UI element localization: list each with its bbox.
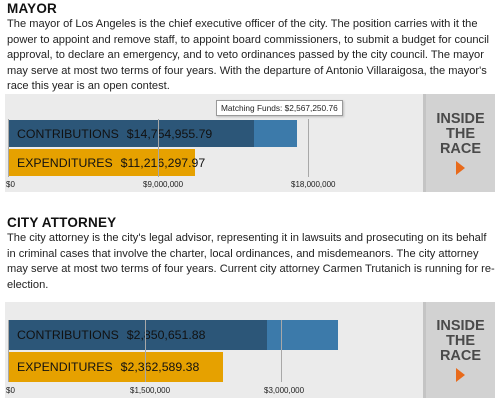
mayor-inside-the-race-button[interactable]: INSIDE THE RACE	[423, 94, 495, 192]
mayor-tick-label-0: $0	[6, 180, 15, 189]
mayor-expenditures-bar[interactable]: EXPENDITURES $11,216,297.97	[8, 149, 205, 176]
city-attorney-tick-label-2: $3,000,000	[264, 386, 305, 395]
city-attorney-button-line-2: THE	[446, 332, 475, 349]
city-attorney-contributions-bar[interactable]: CONTRIBUTIONS $2,850,651.88	[8, 320, 267, 350]
mayor-button-line-2: THE	[446, 125, 475, 142]
mayor-tick-label-2: $18,000,000	[291, 180, 336, 189]
mayor-contributions-bar[interactable]: CONTRIBUTIONS $14,754,955.79	[8, 120, 254, 147]
mayor-chart: CONTRIBUTIONS $14,754,955.79 EXPENDITURE…	[5, 94, 423, 192]
mayor-button-line-3: RACE	[439, 140, 482, 157]
play-arrow-icon	[456, 160, 465, 175]
city-attorney-tick-1	[145, 320, 146, 382]
city-attorney-expenditures-label: EXPENDITURES	[17, 360, 113, 374]
mayor-chart-panel: CONTRIBUTIONS $14,754,955.79 EXPENDITURE…	[5, 94, 495, 192]
city-attorney-chart: CONTRIBUTIONS $2,850,651.88 EXPENDITURES…	[5, 302, 423, 398]
mayor-contributions-amount: $14,754,955.79	[126, 126, 213, 141]
city-attorney-button-line-1: INSIDE	[436, 317, 485, 334]
mayor-title: MAYOR	[7, 1, 58, 16]
city-attorney-tick-0	[8, 320, 9, 382]
mayor-tick-label-1: $9,000,000	[143, 180, 184, 189]
mayor-contributions-label: CONTRIBUTIONS	[17, 126, 119, 141]
mayor-expenditures-label: EXPENDITURES	[17, 155, 113, 170]
mayor-tick-0	[8, 119, 9, 177]
city-attorney-expenditures-amount: $2,362,589.38	[120, 360, 200, 374]
city-attorney-chart-panel: CONTRIBUTIONS $2,850,651.88 EXPENDITURES…	[5, 302, 495, 398]
mayor-section: MAYOR The mayor of Los Angeles is the ch…	[0, 0, 500, 200]
mayor-tick-2	[308, 119, 309, 177]
city-attorney-expenditures-bar[interactable]: EXPENDITURES $2,362,589.38	[8, 352, 223, 382]
mayor-expenditures-amount: $11,216,297.97	[120, 155, 206, 170]
mayor-description: The mayor of Los Angeles is the chief ex…	[7, 18, 490, 92]
city-attorney-tick-label-1: $1,500,000	[130, 386, 171, 395]
city-attorney-inside-the-race-button[interactable]: INSIDE THE RACE	[423, 302, 495, 398]
play-arrow-icon	[456, 367, 465, 382]
city-attorney-button-line-3: RACE	[439, 347, 482, 364]
mayor-button-line-1: INSIDE	[436, 110, 485, 127]
city-attorney-contributions-amount: $2,850,651.88	[126, 328, 206, 342]
city-attorney-tick-label-0: $0	[6, 386, 15, 395]
city-attorney-section: CITY ATTORNEY The city attorney is the c…	[0, 214, 500, 404]
city-attorney-description: The city attorney is the city's legal ad…	[7, 232, 495, 291]
matching-funds-tooltip: Matching Funds: $2,567,250.76	[216, 100, 343, 116]
city-attorney-title: CITY ATTORNEY	[7, 215, 117, 230]
city-attorney-contributions-label: CONTRIBUTIONS	[17, 328, 119, 342]
city-attorney-tick-2	[281, 320, 282, 382]
mayor-tick-1	[158, 119, 159, 177]
